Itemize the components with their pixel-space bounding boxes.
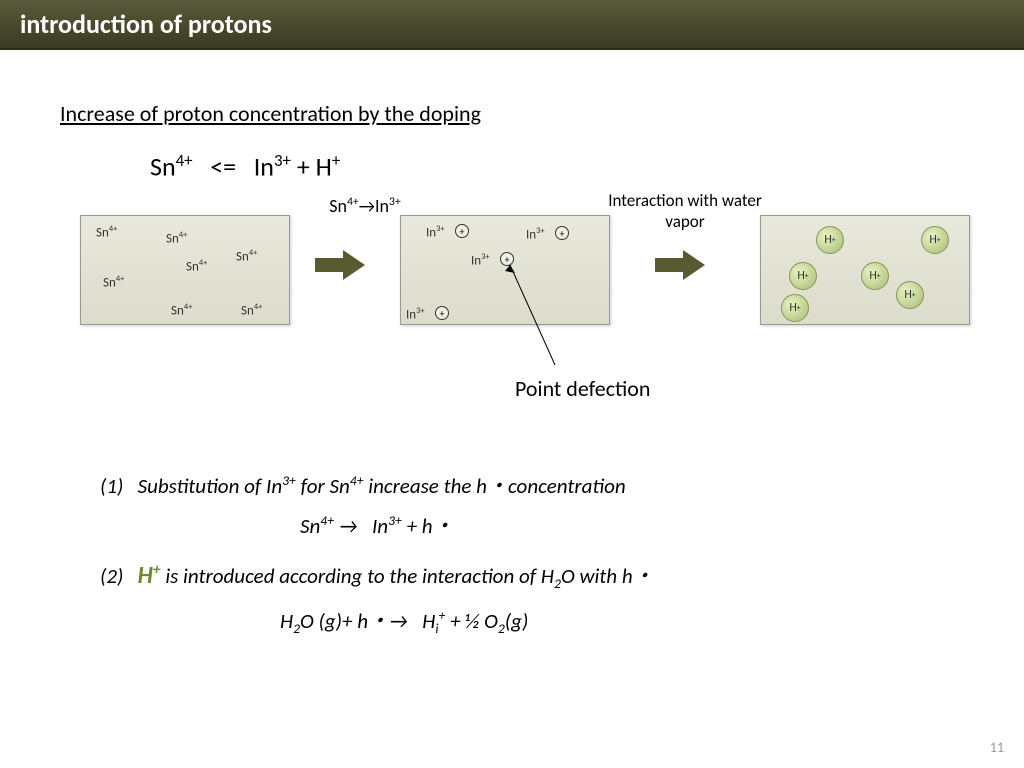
ion-sn: Sn4+ <box>171 302 192 318</box>
h-ion: H+ <box>781 294 809 322</box>
bullet-1: (1) Substitution of In3+ for Sn4+ increa… <box>100 470 626 500</box>
equation-3: H2O (g)+ h・→ Hi+ + ½ O2(g) <box>280 605 528 637</box>
ion-in: In3+ <box>426 224 445 240</box>
slide-title: introduction of protons <box>20 8 272 40</box>
plus-icon: + <box>435 306 449 320</box>
bullet-text: Substitution of In3+ for Sn4+ increase t… <box>138 473 626 499</box>
h-ion: H+ <box>816 226 844 254</box>
bullet-text: is introduced according to the interacti… <box>165 563 653 589</box>
h-ion: H+ <box>861 262 889 290</box>
box-sn: Sn4+ Sn4+ Sn4+ Sn4+ Sn4+ Sn4+ Sn4+ <box>80 215 290 325</box>
bullet-num: (2) <box>100 563 123 589</box>
bullet-2: (2) H+ is introduced according to the in… <box>100 560 654 592</box>
arrow-icon <box>655 250 705 280</box>
box-h: H+ H+ H+ H+ H+ H+ <box>760 215 970 325</box>
ion-in: In3+ <box>406 306 425 322</box>
pointer-arrow <box>525 295 526 365</box>
ion-sn: Sn4+ <box>103 274 124 290</box>
ion-sn: Sn4+ <box>236 248 257 264</box>
page-number: 11 <box>990 739 1004 756</box>
main-equation: Sn4+ <= In3+ + H+ <box>150 150 340 183</box>
equation-2: Sn4+ → In3+ + h・ <box>300 510 454 540</box>
ion-sn: Sn4+ <box>96 224 117 240</box>
plus-icon: + <box>555 226 569 240</box>
h-ion: H+ <box>789 262 817 290</box>
hplus-highlight: H+ <box>138 561 161 590</box>
ion-sn: Sn4+ <box>166 230 187 246</box>
arrow-icon <box>315 250 365 280</box>
ion-sn: Sn4+ <box>241 302 262 318</box>
slide-title-bar: introduction of protons <box>0 0 1024 50</box>
plus-icon: + <box>455 224 469 238</box>
plus-icon: + <box>500 252 514 266</box>
bullet-num: (1) <box>100 473 123 499</box>
point-defection-label: Point defection <box>515 375 650 402</box>
ion-sn: Sn4+ <box>186 258 207 274</box>
diagram-area: Sn4+ Sn4+ Sn4+ Sn4+ Sn4+ Sn4+ Sn4+ In3+ … <box>60 195 980 375</box>
ion-in: In3+ <box>526 226 545 242</box>
h-ion: H+ <box>921 226 949 254</box>
subtitle: Increase of proton concentration by the … <box>60 100 481 127</box>
ion-in: In3+ <box>471 252 490 268</box>
h-ion: H+ <box>896 281 924 309</box>
box-in: In3+ + In3+ + In3+ + In3+ + <box>400 215 610 325</box>
